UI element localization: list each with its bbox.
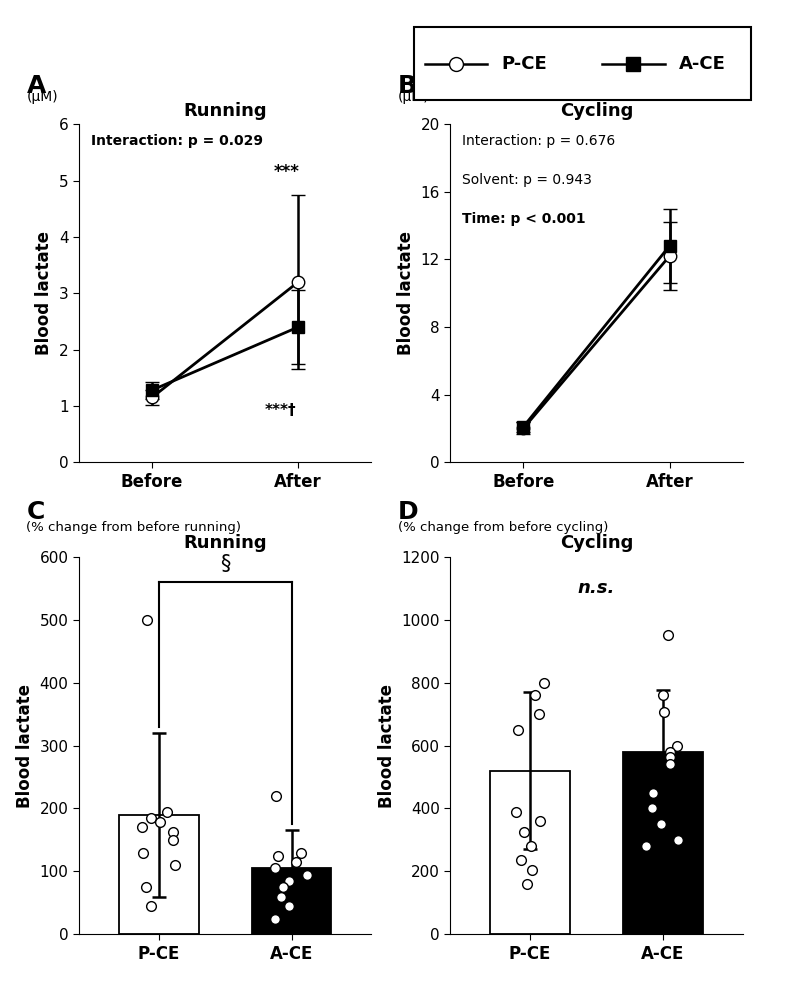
Text: n.s.: n.s.	[577, 580, 615, 597]
Text: D: D	[397, 500, 419, 524]
Text: Solvent: p = 0.943: Solvent: p = 0.943	[462, 173, 592, 187]
Y-axis label: Blood lactate: Blood lactate	[36, 232, 53, 355]
Text: P-CE: P-CE	[501, 55, 547, 73]
Text: A: A	[26, 74, 46, 97]
Bar	[490, 770, 570, 934]
Text: A-CE: A-CE	[679, 55, 725, 73]
FancyBboxPatch shape	[414, 27, 751, 100]
Bar	[118, 815, 198, 934]
Text: (μM): (μM)	[397, 90, 429, 104]
Title: Cycling: Cycling	[560, 535, 633, 553]
Title: Cycling: Cycling	[560, 102, 633, 120]
Bar	[623, 751, 703, 934]
Y-axis label: Blood lactate: Blood lactate	[397, 232, 415, 355]
Text: ***†: ***†	[265, 403, 296, 418]
Text: (% change from before cycling): (% change from before cycling)	[397, 521, 608, 534]
Text: ***: ***	[273, 163, 299, 181]
Y-axis label: Blood lactate: Blood lactate	[378, 684, 396, 807]
Text: (μM): (μM)	[26, 90, 58, 104]
Y-axis label: Blood lactate: Blood lactate	[16, 684, 34, 807]
Text: Interaction: p = 0.676: Interaction: p = 0.676	[462, 134, 615, 148]
Text: C: C	[26, 500, 45, 524]
Title: Running: Running	[183, 102, 267, 120]
Text: Time: p < 0.001: Time: p < 0.001	[462, 212, 585, 226]
Text: B: B	[397, 74, 416, 97]
Bar	[252, 869, 332, 934]
Text: (% change from before running): (% change from before running)	[26, 521, 242, 534]
Text: §: §	[220, 555, 231, 575]
Text: Interaction: p = 0.029: Interaction: p = 0.029	[91, 134, 263, 148]
Title: Running: Running	[183, 535, 267, 553]
